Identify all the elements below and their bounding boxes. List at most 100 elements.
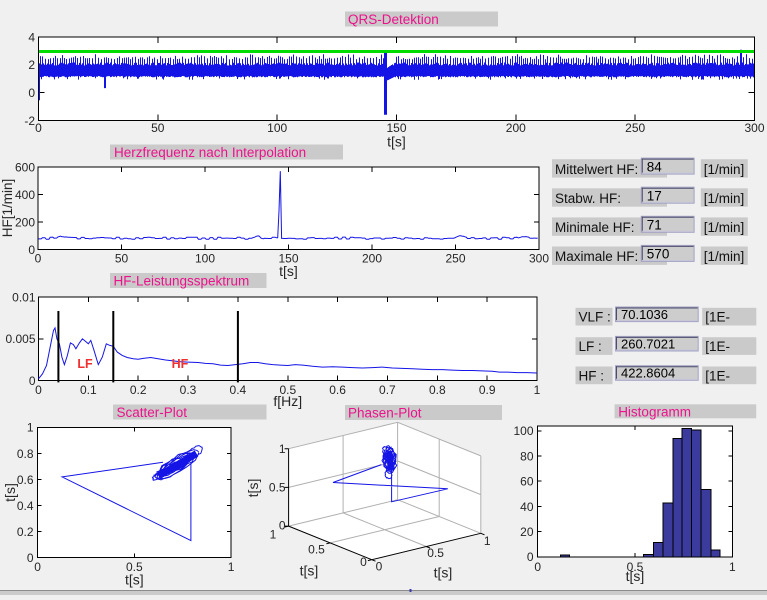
svg-text:200: 200 <box>362 251 382 265</box>
svg-text:1: 1 <box>228 560 235 574</box>
svg-text:1: 1 <box>27 421 34 435</box>
svg-text:4: 4 <box>28 30 35 44</box>
svg-text:1: 1 <box>729 560 736 574</box>
svg-text:Mittelwert HF:: Mittelwert HF: <box>555 162 638 177</box>
svg-text:0.2: 0.2 <box>17 525 34 539</box>
svg-text:0.2: 0.2 <box>130 383 147 397</box>
svg-text:0: 0 <box>360 555 367 569</box>
svg-text:1: 1 <box>484 534 491 548</box>
svg-text:400: 400 <box>15 188 35 202</box>
svg-text:0.7: 0.7 <box>379 383 396 397</box>
svg-text:1: 1 <box>279 442 286 456</box>
svg-text:t[s]: t[s] <box>125 572 144 588</box>
svg-text:60: 60 <box>520 475 534 489</box>
svg-text:[1/min]: [1/min] <box>704 220 745 235</box>
svg-text:LF: LF <box>77 357 93 371</box>
svg-text:LF :: LF : <box>579 339 602 354</box>
svg-text:HF :: HF : <box>579 368 605 383</box>
svg-text:0: 0 <box>27 551 34 565</box>
svg-text:0.8: 0.8 <box>429 383 446 397</box>
svg-text:[1E-: [1E- <box>705 368 730 383</box>
svg-text:250: 250 <box>625 121 645 135</box>
svg-text:0.6: 0.6 <box>17 473 34 487</box>
svg-text:50: 50 <box>151 121 165 135</box>
svg-text:0.6: 0.6 <box>329 383 346 397</box>
svg-text:0.5: 0.5 <box>427 546 444 560</box>
svg-text:200: 200 <box>506 121 526 135</box>
svg-text:0: 0 <box>35 121 42 135</box>
svg-text:HF[1/min]: HF[1/min] <box>0 179 15 238</box>
svg-text:Minimale HF:: Minimale HF: <box>555 220 635 235</box>
svg-text:f[Hz]: f[Hz] <box>273 393 302 409</box>
svg-text:0: 0 <box>35 383 42 397</box>
svg-text:0: 0 <box>279 518 286 532</box>
svg-text:0.5: 0.5 <box>627 560 644 574</box>
svg-text:0.9: 0.9 <box>479 383 496 397</box>
svg-text:0: 0 <box>534 560 541 574</box>
svg-text:422.8604: 422.8604 <box>621 366 675 381</box>
svg-text:0.5: 0.5 <box>269 480 286 494</box>
svg-text:t[s]: t[s] <box>300 563 319 579</box>
svg-text:100: 100 <box>195 251 215 265</box>
svg-text:0.5: 0.5 <box>126 560 143 574</box>
svg-text:300: 300 <box>744 121 764 135</box>
svg-text:Histogramm: Histogramm <box>618 405 691 420</box>
svg-text:0: 0 <box>29 374 36 388</box>
svg-text:HF: HF <box>172 357 189 371</box>
svg-text:Stabw. HF:: Stabw. HF: <box>555 191 621 206</box>
svg-text:0.5: 0.5 <box>279 383 296 397</box>
svg-text:0.005: 0.005 <box>5 332 35 346</box>
svg-text:570: 570 <box>647 247 670 262</box>
svg-text:t[s]: t[s] <box>245 479 261 498</box>
svg-text:150: 150 <box>278 251 298 265</box>
svg-text:1: 1 <box>534 383 541 397</box>
svg-text:2: 2 <box>28 58 35 72</box>
svg-text:[1/min]: [1/min] <box>704 249 745 264</box>
svg-text:Scatter-Plot: Scatter-Plot <box>117 405 188 420</box>
svg-text:260.7021: 260.7021 <box>621 336 675 351</box>
svg-text:0: 0 <box>28 243 35 257</box>
svg-text:[1/min]: [1/min] <box>704 191 745 206</box>
svg-text:0: 0 <box>28 86 35 100</box>
svg-text:0.3: 0.3 <box>180 383 197 397</box>
svg-text:0.5: 0.5 <box>308 543 325 557</box>
svg-text:t[s]: t[s] <box>279 263 298 279</box>
svg-text:600: 600 <box>15 160 35 174</box>
svg-text:0: 0 <box>376 560 383 574</box>
svg-text:50: 50 <box>115 251 129 265</box>
svg-text:t[s]: t[s] <box>387 134 406 150</box>
svg-text:HF-Leistungsspektrum: HF-Leistungsspektrum <box>114 273 250 288</box>
svg-text:80: 80 <box>520 449 534 463</box>
svg-text:0.8: 0.8 <box>17 447 34 461</box>
svg-text:84: 84 <box>647 159 663 174</box>
svg-text:-2: -2 <box>24 114 35 128</box>
svg-text:40: 40 <box>520 500 534 514</box>
svg-text:0.1: 0.1 <box>80 383 97 397</box>
svg-text:[1E-: [1E- <box>705 310 730 325</box>
svg-text:[1E-: [1E- <box>705 339 730 354</box>
svg-text:100: 100 <box>513 424 533 438</box>
svg-text:150: 150 <box>386 121 406 135</box>
svg-text:VLF :: VLF : <box>579 310 611 325</box>
svg-text:71: 71 <box>647 218 662 233</box>
svg-text:1: 1 <box>270 528 277 542</box>
svg-text:17: 17 <box>647 189 662 204</box>
svg-text:0: 0 <box>527 550 534 564</box>
svg-text:20: 20 <box>520 525 534 539</box>
svg-text:Maximale HF:: Maximale HF: <box>555 249 638 264</box>
svg-text:250: 250 <box>445 251 465 265</box>
svg-text:300: 300 <box>529 251 549 265</box>
svg-text:0: 0 <box>34 560 41 574</box>
svg-text:100: 100 <box>267 121 287 135</box>
svg-text:Herzfrequenz nach Interpolatio: Herzfrequenz nach Interpolation <box>114 145 306 160</box>
svg-text:0.01: 0.01 <box>12 290 36 304</box>
svg-text:t[s]: t[s] <box>626 568 645 584</box>
svg-text:70.1036: 70.1036 <box>621 307 668 322</box>
svg-text:t[s]: t[s] <box>434 565 453 581</box>
svg-text:0.4: 0.4 <box>17 499 34 513</box>
svg-text:t[s]: t[s] <box>2 483 18 502</box>
svg-text:200: 200 <box>15 215 35 229</box>
svg-text:Phasen-Plot: Phasen-Plot <box>348 405 422 420</box>
svg-text:0.4: 0.4 <box>230 383 247 397</box>
svg-text:[1/min]: [1/min] <box>704 162 745 177</box>
